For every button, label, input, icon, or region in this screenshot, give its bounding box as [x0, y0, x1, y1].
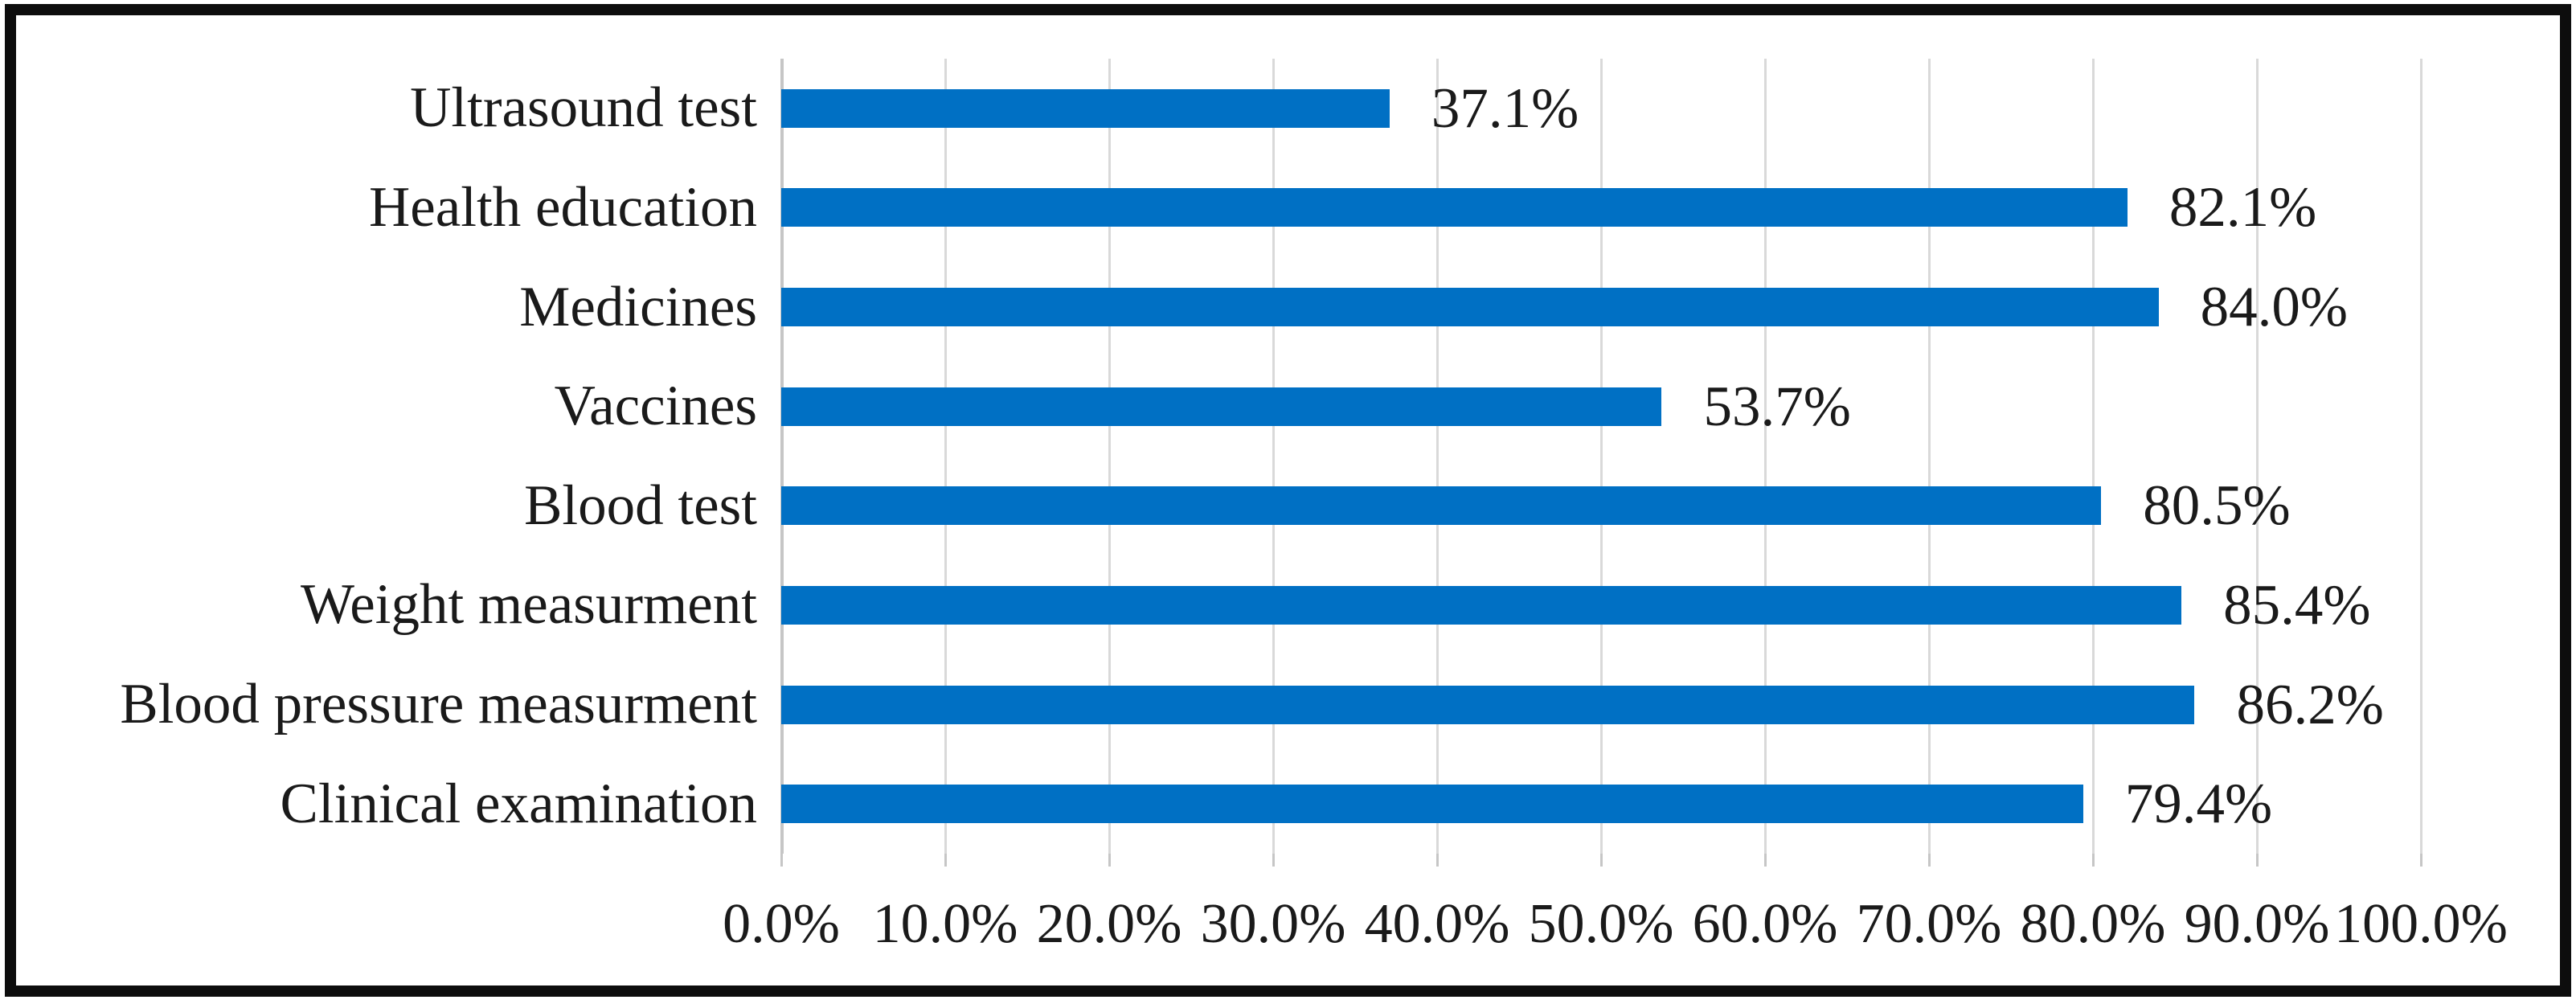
x-tick-label: 60.0% [1692, 893, 1838, 955]
category-label: Weight measurment [300, 573, 757, 637]
x-tick-label: 40.0% [1364, 893, 1510, 955]
value-label: 37.1% [1431, 76, 1579, 140]
x-tick-label: 80.0% [2020, 893, 2166, 955]
x-tick-label: 90.0% [2184, 893, 2330, 955]
x-tick-label: 70.0% [1856, 893, 2002, 955]
value-label: 53.7% [1703, 375, 1851, 438]
axis-tick [1763, 854, 1767, 867]
axis-tick [944, 854, 947, 867]
gridline [2091, 59, 2095, 854]
axis-tick [1108, 854, 1111, 867]
category-label: Health education [369, 175, 757, 239]
x-tick-label: 30.0% [1200, 893, 1346, 955]
gridline [1108, 59, 1111, 854]
category-label: Blood pressure measurment [120, 673, 757, 736]
bar [781, 188, 2128, 227]
x-tick-label: 50.0% [1528, 893, 1674, 955]
x-tick-label: 100.0% [2334, 893, 2508, 955]
bar [781, 685, 2195, 724]
axis-tick [1599, 854, 1603, 867]
gridline [1599, 59, 1603, 854]
value-label: 85.4% [2223, 573, 2371, 637]
value-axis-line [780, 59, 784, 854]
x-tick-label: 0.0% [723, 893, 840, 955]
bar [781, 387, 1662, 426]
bar [781, 585, 2182, 625]
category-label: Clinical examination [280, 772, 757, 835]
gridline [2419, 59, 2422, 854]
value-label: 84.0% [2200, 276, 2348, 339]
gridline [944, 59, 947, 854]
value-label: 86.2% [2236, 673, 2384, 736]
axis-tick [2255, 854, 2259, 867]
value-label: 79.4% [2124, 772, 2273, 836]
axis-tick [1927, 854, 1931, 867]
value-label: 80.5% [2143, 474, 2291, 538]
x-tick-label: 10.0% [872, 893, 1018, 955]
value-label: 82.1% [2169, 176, 2317, 240]
gridline [1435, 59, 1439, 854]
gridline [1927, 59, 1931, 854]
bar [781, 486, 2102, 526]
bar [781, 88, 1390, 128]
bar [781, 785, 2083, 824]
category-label: Medicines [519, 275, 757, 338]
axis-tick [2419, 854, 2422, 867]
x-tick-label: 20.0% [1036, 893, 1182, 955]
gridline [2255, 59, 2259, 854]
category-label: Ultrasound test [410, 76, 757, 140]
axis-tick [780, 854, 783, 867]
axis-tick [1272, 854, 1275, 867]
category-label: Vaccines [554, 375, 757, 438]
axis-tick [1435, 854, 1439, 867]
gridline [1763, 59, 1767, 854]
bar [781, 288, 2159, 327]
gridline [1272, 59, 1275, 854]
category-label: Blood test [524, 473, 757, 537]
axis-tick [2091, 854, 2095, 867]
plot-area: 0.0% 10.0% 20.0% 30.0% 40.0% 50.0% 60.0% 70.0% 8… [723, 59, 2508, 955]
